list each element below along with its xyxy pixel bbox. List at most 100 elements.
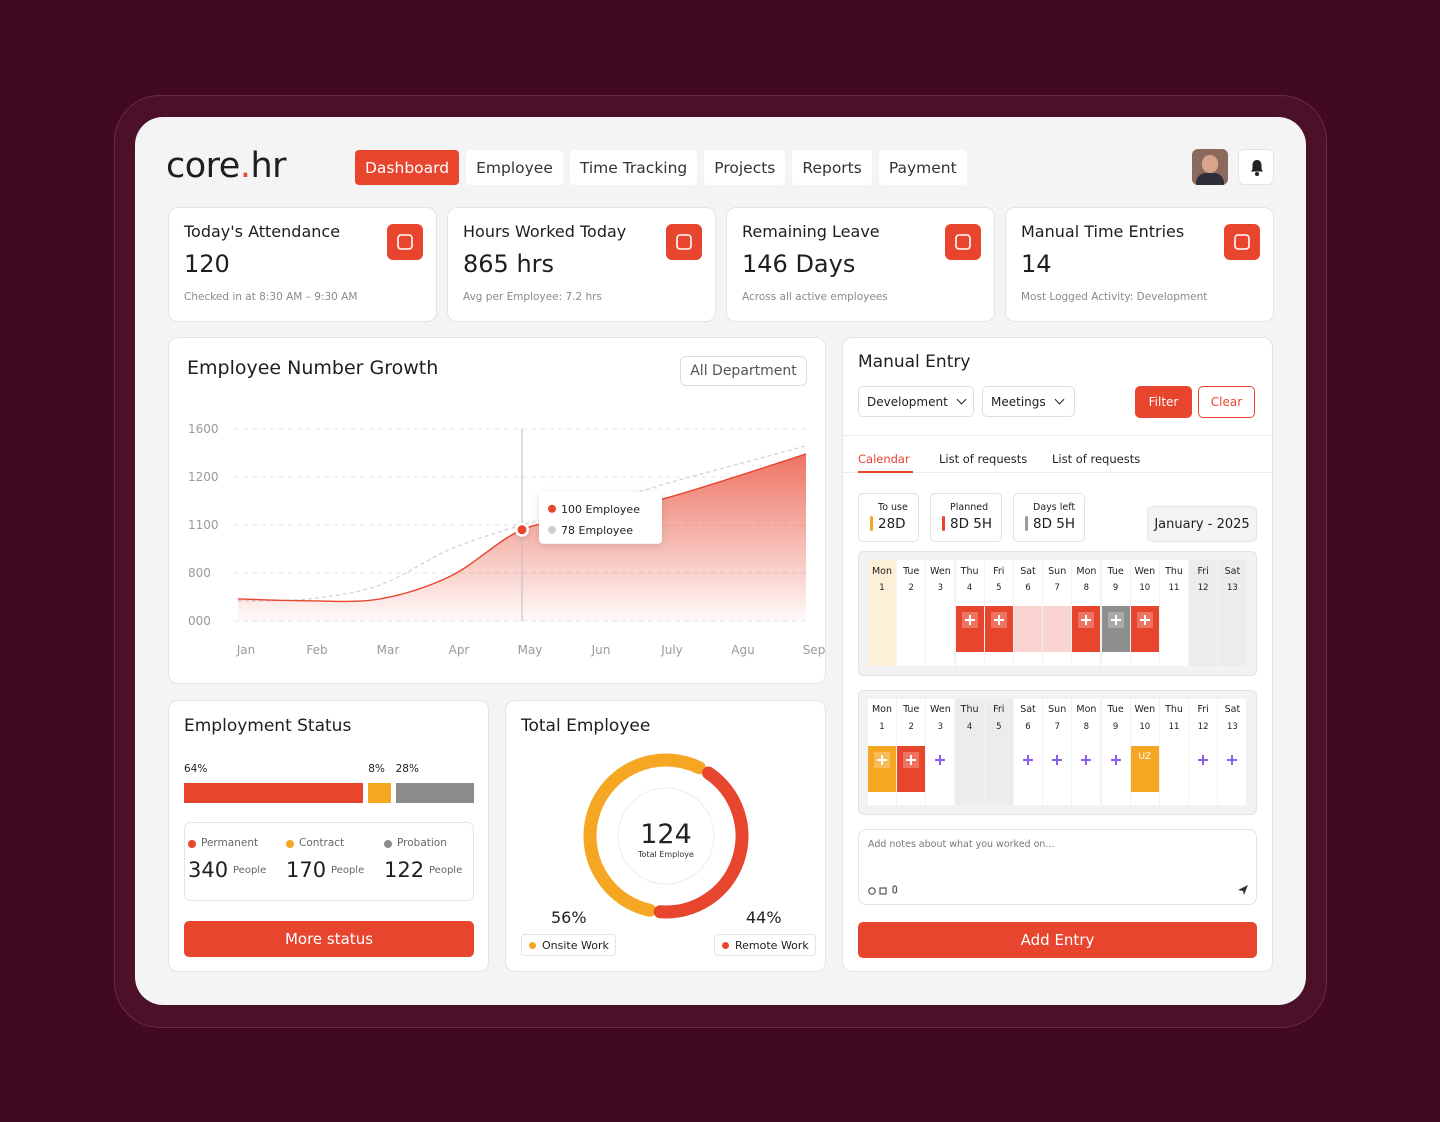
series-line (237, 445, 807, 602)
calendar-cell[interactable] (955, 606, 984, 652)
legend-dot (722, 942, 729, 949)
add-icon[interactable] (935, 755, 946, 765)
calendar-column (926, 560, 955, 666)
status-legend-box (184, 822, 474, 901)
status-bar (184, 783, 364, 803)
calendar-column (1218, 699, 1247, 805)
nav-button[interactable]: Dashboard (355, 150, 460, 185)
plus-icon (906, 755, 917, 765)
logo-name: core (166, 146, 240, 186)
summary-box: Planned 8D 5H (930, 493, 1002, 542)
tab-underline (858, 471, 913, 473)
summary-value: 8D 5H (1033, 516, 1076, 532)
tab[interactable]: List of requests (939, 452, 1028, 466)
calendar-cell[interactable] (897, 746, 926, 792)
day-name: Fri (1197, 566, 1209, 577)
notification-button[interactable] (1238, 149, 1274, 185)
donut-total-label: Total Employe (637, 850, 694, 859)
calendar-column (1189, 560, 1218, 666)
stat-title: Today's Attendance (184, 222, 341, 241)
legend-count: 170 (286, 858, 327, 882)
filter-dropdown[interactable]: Meetings (982, 386, 1075, 417)
total-title: Total Employee (521, 716, 651, 736)
calendar-cell[interactable] (1072, 606, 1101, 652)
calendar-column (1014, 699, 1042, 805)
day-number: 9 (1112, 583, 1119, 593)
nav-button[interactable]: Time Tracking (569, 150, 698, 185)
logo-dot: . (239, 146, 251, 186)
stat-card: Remaining Leave 146 Days Across all active… (726, 207, 995, 322)
day-number: 2 (908, 583, 914, 593)
legend-unit: People (429, 865, 463, 876)
nav-button[interactable]: Employee (466, 150, 563, 185)
calendar-cell[interactable] (1101, 606, 1130, 652)
stat-value: 120 (184, 250, 230, 278)
summary-bar (942, 516, 945, 531)
month-picker[interactable]: January - 2025 (1147, 506, 1257, 542)
avatar-body (1196, 173, 1224, 185)
nav-button[interactable]: Payment (878, 150, 967, 185)
calendar-column (1160, 560, 1188, 666)
day-name: Thu (960, 704, 979, 715)
add-icon[interactable] (1023, 755, 1033, 765)
tab[interactable]: List of requests (1052, 452, 1141, 466)
avatar[interactable] (1192, 149, 1228, 185)
department-dropdown[interactable]: All Department (680, 356, 807, 386)
day-number: 12 (1197, 722, 1209, 732)
donut-percent: 44% (746, 908, 782, 927)
add-entry-button[interactable]: Add Entry (858, 922, 1257, 958)
calendar-cell[interactable] (1130, 606, 1159, 652)
x-tick-label: Sep (803, 643, 825, 657)
legend-unit: People (331, 865, 365, 876)
add-icon[interactable] (1198, 755, 1209, 765)
nav-button[interactable]: Reports (792, 150, 872, 185)
growth-card: Employee Number Growth All Department 00… (168, 337, 826, 684)
day-name: Wen (930, 566, 951, 577)
add-icon[interactable] (1081, 755, 1092, 765)
day-name: Mon (1076, 704, 1097, 715)
donut-segment (583, 753, 706, 917)
legend-dot (286, 840, 294, 848)
calendar-cell[interactable] (984, 606, 1013, 652)
legend-label: Probation (397, 837, 447, 849)
notes-tools (868, 885, 898, 895)
x-tick-label: May (518, 643, 543, 657)
legend-label: Permanent (201, 837, 259, 849)
calendar-cell[interactable] (1043, 606, 1072, 652)
day-number: 1 (879, 583, 885, 593)
add-icon[interactable] (1110, 755, 1121, 765)
avatar-face (1202, 155, 1218, 173)
filter-button[interactable]: Filter (1135, 386, 1192, 418)
y-tick-label: 800 (188, 566, 211, 580)
day-number: 2 (908, 722, 914, 732)
summary-bar (870, 516, 873, 531)
calendar-column (897, 560, 926, 666)
day-name: Fri (993, 704, 1005, 715)
send-icon[interactable] (1237, 884, 1249, 896)
nav-button[interactable]: Projects (704, 150, 786, 185)
day-number: 12 (1197, 583, 1209, 593)
legend-count: 122 (384, 858, 425, 882)
add-icon[interactable] (1052, 755, 1063, 765)
summary-bar (1025, 516, 1028, 531)
stat-note: Most Logged Activity: Development (1021, 291, 1208, 303)
calendar-cell[interactable] (1014, 606, 1042, 652)
icon-glyph (397, 234, 413, 250)
filter-dropdown[interactable]: Development (858, 386, 974, 417)
tooltip-label: 78 Employee (561, 524, 633, 537)
add-icon[interactable] (1227, 755, 1238, 765)
calendar-cell[interactable]: UZ (1130, 746, 1159, 792)
clear-button[interactable]: Clear (1198, 386, 1255, 418)
stat-icon (387, 224, 423, 260)
nav-bar: Dashboard Employee Time Tracking Projects Re… (355, 150, 967, 185)
day-name: Sat (1020, 566, 1036, 577)
legend-dot (188, 840, 196, 848)
legend-pill: Remote Work (714, 934, 816, 956)
tab[interactable]: Calendar (858, 452, 910, 466)
divider (843, 472, 1272, 473)
legend-dot (384, 840, 392, 848)
notes-input[interactable]: Add notes about what you worked on... (858, 829, 1257, 905)
more-status-button[interactable]: More status (184, 921, 474, 957)
calendar-cell[interactable] (868, 746, 896, 792)
